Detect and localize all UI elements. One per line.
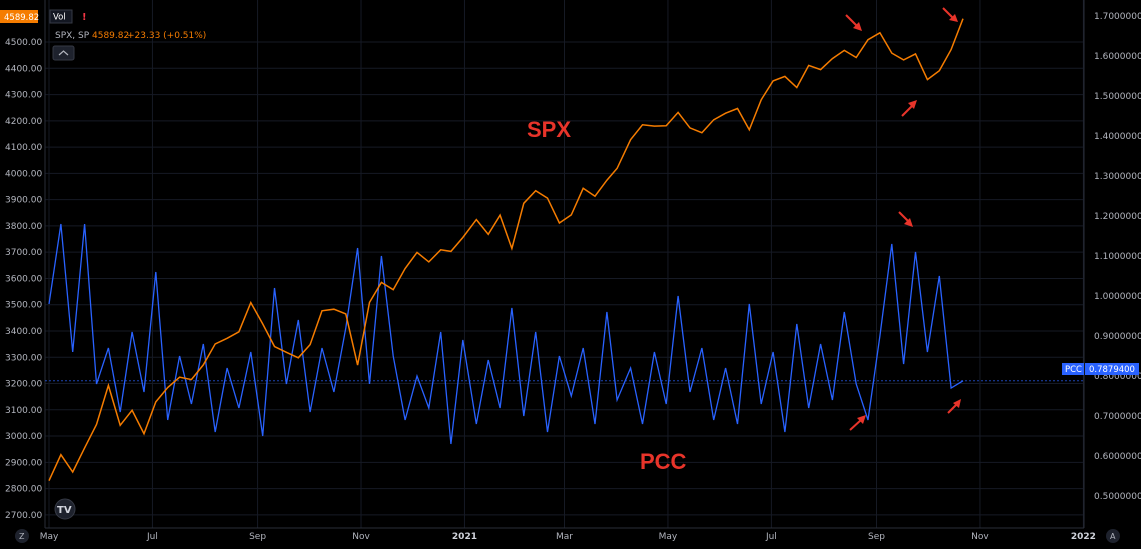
vol-badge-text: Vol bbox=[53, 13, 66, 23]
zoom-button-label: Z bbox=[19, 532, 25, 541]
left-tick-label: 4500.00 bbox=[5, 38, 42, 48]
pcc-badge-label: PCC bbox=[1065, 365, 1082, 375]
x-tick-label: 2022 bbox=[1071, 532, 1096, 542]
x-tick-label: Jul bbox=[765, 532, 777, 542]
right-tick-label: 1.6000000 bbox=[1094, 52, 1141, 62]
left-tick-label: 3600.00 bbox=[5, 274, 42, 284]
chart-grid bbox=[45, 0, 1084, 528]
legend-change: +23.33 (+0.51%) bbox=[127, 31, 206, 41]
chevron-up-icon bbox=[58, 50, 69, 56]
left-tick-label: 3800.00 bbox=[5, 222, 42, 232]
series-line-pcc[interactable] bbox=[48, 223, 964, 445]
x-tick-label: 2021 bbox=[452, 532, 477, 542]
x-tick-label: Jul bbox=[146, 532, 158, 542]
logo-text: TV bbox=[57, 505, 72, 516]
arrow-icon-pcc-trough-2 bbox=[947, 399, 961, 414]
x-tick-label: Nov bbox=[352, 532, 370, 542]
x-tick-label: Sep bbox=[868, 532, 885, 542]
vol-badge bbox=[49, 9, 73, 24]
right-tick-label: 0.7000000 bbox=[1094, 412, 1141, 422]
left-tick-label: 4000.00 bbox=[5, 169, 42, 179]
left-tick-label: 4300.00 bbox=[5, 91, 42, 101]
left-tick-label: 3200.00 bbox=[5, 380, 42, 390]
left-tick-label: 3900.00 bbox=[5, 196, 42, 206]
right-tick-label: 1.2000000 bbox=[1094, 212, 1141, 222]
last-price-badge-text: 4589.82 bbox=[4, 13, 39, 23]
right-tick-label: 1.4000000 bbox=[1094, 132, 1141, 142]
right-price-axis[interactable]: 1.7000000 1.6000000 1.5000000 1.4000000 1.30… bbox=[1094, 12, 1141, 502]
legend-price: 4589.82 bbox=[92, 31, 129, 41]
right-tick-label: 0.5000000 bbox=[1094, 492, 1141, 502]
left-tick-label: 3100.00 bbox=[5, 406, 42, 416]
auto-scale-button bbox=[1106, 529, 1120, 543]
right-tick-label: 0.9000000 bbox=[1094, 332, 1141, 342]
right-tick-label: 1.1000000 bbox=[1094, 252, 1141, 262]
left-tick-label: 3400.00 bbox=[5, 327, 42, 337]
left-tick-label: 3700.00 bbox=[5, 248, 42, 258]
pcc-value-badge: PCC 0.7879400 bbox=[1062, 363, 1139, 375]
annotation-arrows bbox=[845, 7, 961, 431]
left-tick-label: 2900.00 bbox=[5, 458, 42, 468]
auto-scale-button-label: A bbox=[1110, 532, 1116, 541]
last-price-badge bbox=[0, 10, 38, 23]
legend[interactable]: SPX, SP 4589.82 +23.33 (+0.51%) bbox=[52, 31, 206, 61]
zoom-button bbox=[15, 529, 29, 543]
right-tick-label: 1.7000000 bbox=[1094, 12, 1141, 22]
x-tick-label: Sep bbox=[249, 532, 266, 542]
top-left-badges: 4589.82 Vol ! bbox=[0, 9, 87, 24]
left-price-axis[interactable]: 4500.00 4400.00 4300.00 4200.00 4100.00 4000.… bbox=[5, 38, 42, 521]
arrow-icon-pcc-trough-1 bbox=[849, 415, 866, 431]
left-tick-label: 3300.00 bbox=[5, 353, 42, 363]
series-line-spx[interactable] bbox=[48, 18, 964, 482]
left-tick-label: 4200.00 bbox=[5, 117, 42, 127]
left-tick-label: 3500.00 bbox=[5, 301, 42, 311]
legend-symbol: SPX, SP bbox=[55, 31, 90, 41]
warning-icon: ! bbox=[82, 12, 87, 23]
left-tick-label: 3000.00 bbox=[5, 432, 42, 442]
pcc-badge-value: 0.7879400 bbox=[1089, 365, 1135, 375]
right-tick-label: 0.8000000 bbox=[1094, 372, 1141, 382]
right-tick-label: 1.3000000 bbox=[1094, 172, 1141, 182]
x-tick-label: Mar bbox=[556, 532, 573, 542]
annotation-pcc: PCC bbox=[640, 449, 687, 474]
tradingview-logo[interactable]: TV bbox=[54, 498, 76, 520]
arrow-icon-spx-peak-1 bbox=[845, 14, 862, 31]
right-tick-label: 0.6000000 bbox=[1094, 452, 1141, 462]
arrow-icon-spx-trough bbox=[901, 100, 917, 117]
corner-buttons[interactable]: Z A bbox=[15, 529, 1120, 543]
x-tick-label: May bbox=[40, 532, 59, 542]
left-tick-label: 4100.00 bbox=[5, 143, 42, 153]
left-tick-label: 4400.00 bbox=[5, 64, 42, 74]
left-tick-label: 2800.00 bbox=[5, 485, 42, 495]
left-tick-label: 2700.00 bbox=[5, 511, 42, 521]
arrow-icon-spx-peak-2 bbox=[942, 7, 958, 22]
annotation-spx: SPX bbox=[527, 117, 571, 142]
pcc-badge-value-bg bbox=[1085, 363, 1139, 375]
time-axis[interactable]: May Jul Sep Nov 2021 Mar May Jul Sep Nov 2022 bbox=[40, 532, 1096, 542]
collapse-legend-button[interactable] bbox=[52, 45, 75, 61]
x-tick-label: Nov bbox=[971, 532, 989, 542]
right-tick-label: 1.5000000 bbox=[1094, 92, 1141, 102]
x-tick-label: May bbox=[659, 532, 678, 542]
right-tick-label: 1.0000000 bbox=[1094, 292, 1141, 302]
arrow-icon-pcc-peak bbox=[898, 211, 913, 227]
pcc-badge-label-bg bbox=[1062, 363, 1084, 375]
